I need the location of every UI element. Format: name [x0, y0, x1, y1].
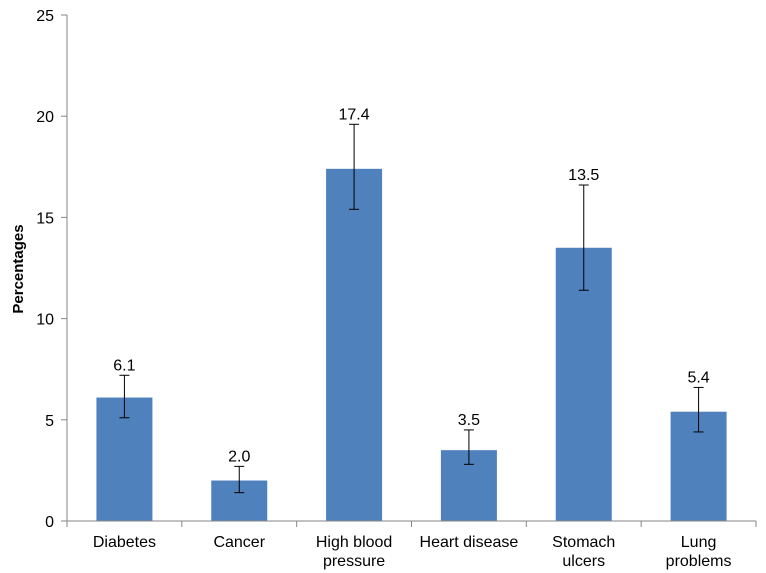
bar	[326, 168, 383, 521]
y-tick-label: 0	[45, 514, 54, 531]
x-axis: Diabetes Cancer High blood pressure Heart di…	[66, 520, 757, 570]
category-label: ulcers	[562, 553, 605, 570]
y-tick-label: 25	[36, 8, 54, 25]
data-label: 3.5	[458, 412, 480, 429]
y-axis: 0 5 10 15 20 25	[36, 8, 68, 531]
y-tick-label: 15	[36, 210, 54, 227]
y-tick-label: 20	[36, 109, 54, 126]
bars-group: 6.1 2.0 17.4 3.5 13.5 5.4	[96, 106, 727, 521]
y-axis-title: Percentages	[10, 224, 27, 313]
data-label: 5.4	[687, 369, 709, 386]
category-label: Stomach	[552, 534, 615, 551]
data-label: 6.1	[113, 357, 135, 374]
category-label: pressure	[323, 553, 385, 570]
category-label: Cancer	[213, 534, 265, 551]
category-label: Heart disease	[420, 534, 519, 551]
bar	[555, 247, 612, 521]
category-label: problems	[666, 553, 732, 570]
data-label: 13.5	[568, 167, 599, 184]
category-label: Diabetes	[93, 534, 156, 551]
data-label: 2.0	[228, 448, 250, 465]
category-label: High blood	[316, 534, 393, 551]
data-label: 17.4	[339, 106, 370, 123]
y-tick-label: 10	[36, 312, 54, 329]
category-label: Lung	[681, 534, 717, 551]
y-tick-label: 5	[45, 413, 54, 430]
